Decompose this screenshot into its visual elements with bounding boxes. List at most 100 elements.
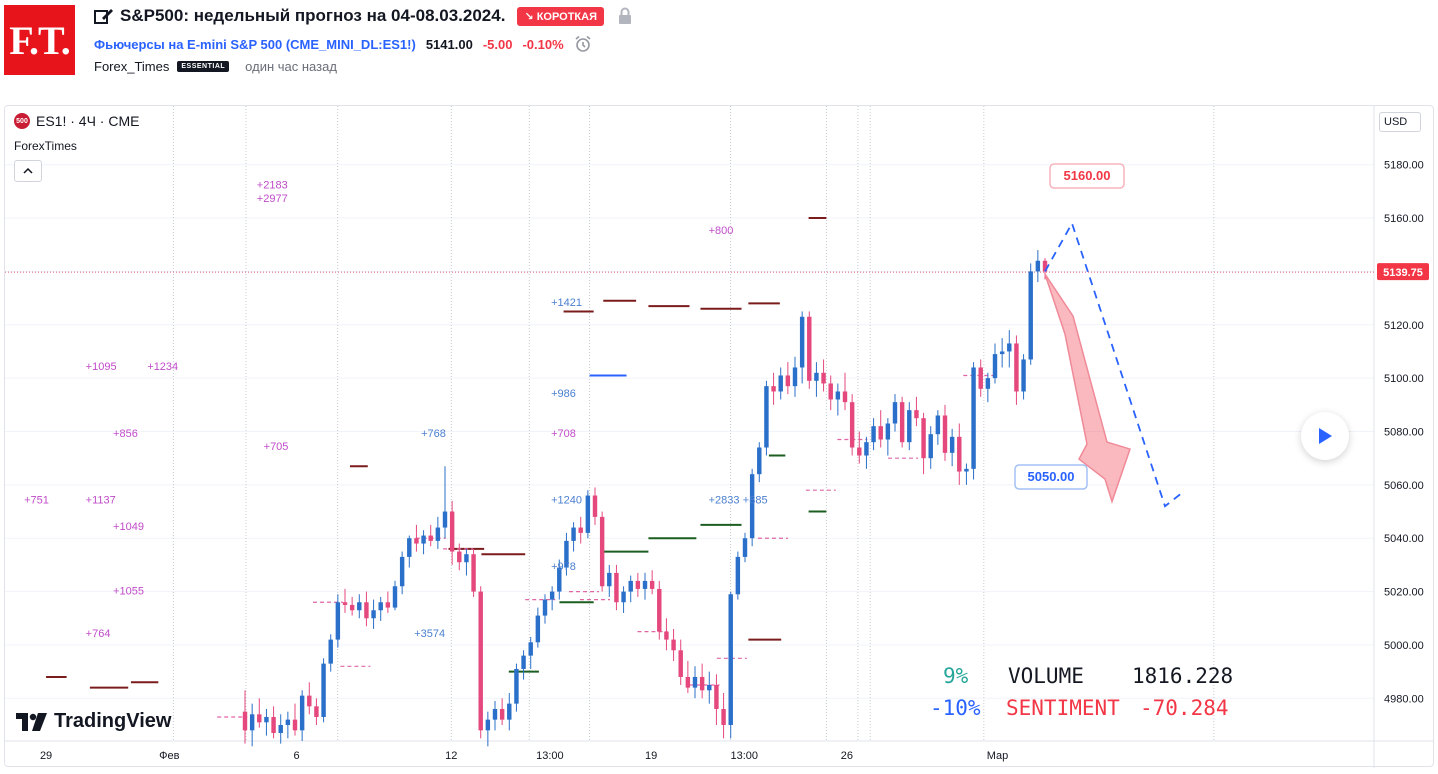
time-axis-label: 19 <box>645 750 657 762</box>
candle-body <box>907 410 912 443</box>
chart-legend: 500 ES1! · 4Ч · CME <box>14 113 139 129</box>
time-axis-label: Мар <box>987 750 1009 762</box>
symbol-link[interactable]: Фьючерсы на E-mini S&P 500 (CME_MINI_DL:… <box>94 37 416 52</box>
candle-body <box>399 556 405 587</box>
publish-time: один час назад <box>245 59 337 74</box>
volume-label: +2977 <box>257 193 288 205</box>
volume-label: +1137 <box>86 495 116 507</box>
candle-body <box>328 639 333 664</box>
candle-body <box>499 708 505 720</box>
volume-label: +885 <box>743 495 768 507</box>
volume-label: +2183 <box>257 180 288 192</box>
volume-label: +978 <box>551 561 576 573</box>
collapse-indicators-button[interactable] <box>14 160 42 182</box>
author-name[interactable]: Forex_Times <box>94 59 170 74</box>
candle-body <box>964 468 969 472</box>
chevron-up-icon <box>23 168 33 174</box>
candle-body <box>607 572 612 587</box>
price-axis-label: 5160.00 <box>1384 213 1424 225</box>
price-axis-label: 5100.00 <box>1384 373 1424 385</box>
candle-body <box>664 631 669 640</box>
candle-body <box>764 386 769 448</box>
candle-body <box>642 580 648 589</box>
candle-body <box>628 580 633 592</box>
candle-body <box>921 418 926 459</box>
author-line: Forex_Times ESSENTIAL один час назад <box>94 59 337 74</box>
candle-body <box>314 706 319 717</box>
price-change-percent: -0.10% <box>522 36 564 52</box>
candle-body <box>585 495 591 533</box>
candle-body <box>914 410 919 419</box>
candle-body <box>857 447 862 456</box>
chart-container[interactable] <box>4 105 1434 767</box>
candle-body <box>442 511 448 528</box>
brand-logo: F.T. <box>4 5 75 75</box>
time-axis-label: 6 <box>294 750 300 762</box>
candle-body <box>364 602 369 619</box>
candle-body <box>307 695 312 707</box>
price-target-label: 5160.00 <box>1064 168 1111 183</box>
candle-body <box>414 538 419 544</box>
candle-body <box>521 655 526 669</box>
candle-body <box>599 516 605 587</box>
candle-body <box>828 383 833 400</box>
candle-body <box>757 447 762 475</box>
candle-body <box>1007 343 1012 352</box>
candle-body <box>249 714 255 731</box>
candle-body <box>371 610 376 619</box>
candle-body <box>949 436 955 453</box>
volume-value: 1816.228 <box>1132 664 1234 688</box>
candle-body <box>692 676 698 688</box>
volume-label: +800 <box>709 225 734 237</box>
candle-body <box>1021 359 1026 392</box>
sp500-symbol-icon: 500 <box>14 113 30 129</box>
candle-body <box>678 650 683 677</box>
time-axis-label: 29 <box>40 750 52 762</box>
volume-label: +764 <box>86 628 111 640</box>
candle-body <box>942 415 948 453</box>
candle-body <box>649 580 655 589</box>
candle-body <box>492 708 498 720</box>
current-price-tag <box>1377 263 1429 281</box>
candle-body <box>271 716 276 733</box>
candle-body <box>457 551 462 563</box>
candle-body <box>264 716 269 723</box>
candle-body <box>292 719 298 731</box>
volume-label: +986 <box>551 388 576 400</box>
candle-body <box>635 580 641 589</box>
pencil-chart-icon <box>94 9 113 24</box>
candle-body <box>335 602 341 640</box>
candle-body <box>685 676 691 688</box>
candle-body <box>542 599 548 616</box>
symbol-name[interactable]: Фьючерсы на E-mini S&P 500 <box>94 36 283 52</box>
candle-body <box>892 402 898 424</box>
sentiment-label: SENTIMENT <box>1006 696 1120 720</box>
price-axis-label: 5180.00 <box>1384 160 1424 172</box>
candle-body <box>478 591 483 731</box>
candle-body <box>614 572 619 603</box>
candle-body <box>885 423 891 440</box>
candle-body <box>999 351 1005 355</box>
candle-body <box>714 684 719 709</box>
candle-body <box>814 372 819 381</box>
candle-body <box>471 554 476 592</box>
symbol-code[interactable]: (CME_MINI_DL:ES1!) <box>285 36 416 52</box>
volume-label: +856 <box>113 428 138 440</box>
candle-body <box>257 714 262 723</box>
currency-selector[interactable]: USD <box>1379 112 1421 132</box>
candle-body <box>571 527 576 541</box>
candle-body <box>507 703 512 720</box>
candle-body <box>392 586 398 608</box>
candle-body <box>971 367 976 469</box>
tradingview-text: TradingView <box>54 710 172 732</box>
play-replay-button[interactable] <box>1301 412 1349 460</box>
candle-body <box>899 402 905 443</box>
candle-body <box>735 556 741 595</box>
volume-label: +751 <box>24 495 49 507</box>
alarm-clock-icon[interactable] <box>574 35 592 53</box>
price-target-label: 5050.00 <box>1028 469 1075 484</box>
price-axis-label: 5000.00 <box>1384 640 1424 652</box>
candle-body <box>514 668 519 704</box>
candle-body <box>528 642 533 656</box>
